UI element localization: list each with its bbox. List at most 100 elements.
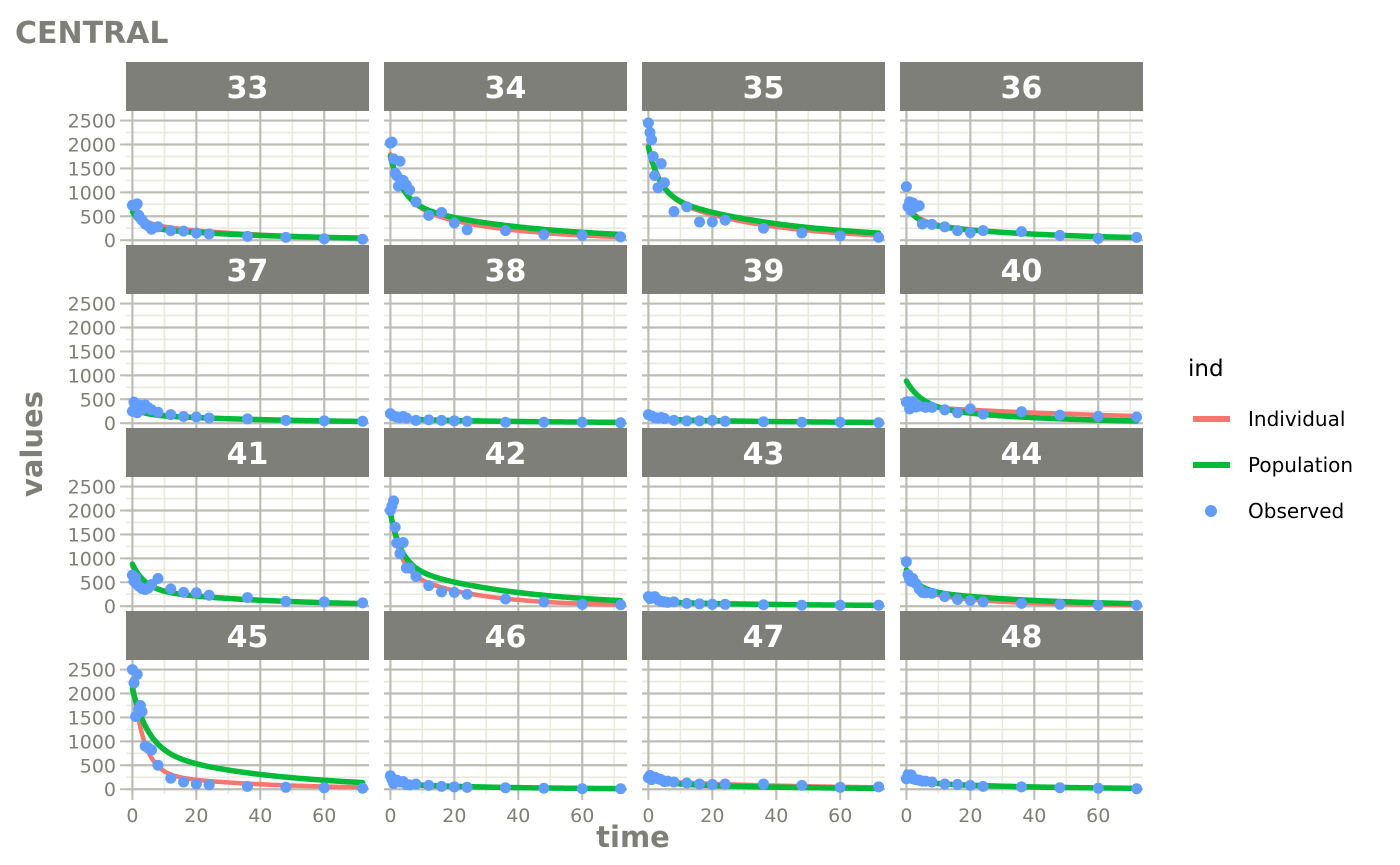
observed-point [576, 416, 588, 428]
x-tick-label: 0 [126, 805, 138, 827]
observed-point [1016, 406, 1027, 418]
facet-panel-43: 43 [642, 428, 885, 611]
observed-point [178, 411, 190, 423]
observed-point [423, 414, 435, 426]
observed-point [834, 781, 846, 793]
observed-point [681, 597, 693, 609]
observed-point [873, 599, 885, 611]
observed-point [461, 224, 473, 236]
y-tick-label: 2500 [68, 477, 116, 499]
x-tick-label: 20 [958, 805, 982, 827]
population-curve [645, 144, 882, 236]
y-tick-label: 500 [80, 755, 116, 777]
observed-point [448, 586, 460, 598]
facet-strip-label: 34 [485, 71, 527, 106]
facet-panel-37: 37 [126, 245, 369, 428]
facet-strip-label: 33 [227, 71, 269, 106]
facet-strip-label: 48 [1001, 620, 1043, 655]
observed-point [242, 592, 253, 604]
panel-grid [384, 660, 627, 794]
observed-point [681, 415, 693, 427]
observed-point [280, 595, 292, 607]
y-tick-label: 0 [104, 230, 116, 252]
observed-point [939, 778, 951, 790]
observed-point [386, 136, 398, 148]
facet-panel-48: 48 [900, 611, 1143, 795]
observed-point [719, 598, 731, 610]
y-tick-label: 0 [104, 413, 116, 435]
observed-point [913, 200, 925, 212]
y-tick-label: 1500 [68, 524, 116, 546]
observed-point [394, 548, 406, 560]
panel-grid [900, 477, 1143, 611]
observed-point [952, 594, 964, 606]
facet-strip [642, 428, 885, 477]
observed-point [1092, 599, 1104, 611]
facet-panel-46: 46 [384, 611, 627, 795]
observed-point [500, 593, 511, 605]
observed-point [615, 417, 627, 429]
y-tick-label: 1500 [68, 341, 116, 363]
facet-strip-label: 36 [1001, 71, 1043, 106]
observed-point [758, 222, 769, 234]
observed-point [190, 778, 202, 790]
observed-point [318, 233, 330, 245]
panel-grid [642, 111, 885, 245]
facet-panel-36: 36 [900, 62, 1143, 245]
observed-point [576, 598, 588, 610]
observed-point [952, 407, 964, 419]
observed-point [242, 230, 253, 242]
observed-point [758, 599, 769, 611]
population-curve [129, 685, 366, 786]
observed-point [646, 134, 658, 146]
observed-point [131, 198, 143, 210]
observed-point [1054, 782, 1066, 794]
facet-strip-label: 43 [743, 437, 785, 472]
observed-point [1092, 411, 1104, 423]
facet-panel-35: 35 [642, 62, 885, 245]
y-tick-label: 0 [104, 779, 116, 801]
observed-point [977, 225, 989, 237]
observed-point [538, 782, 550, 794]
facet-strip [384, 611, 627, 660]
observed-point [900, 556, 912, 568]
observed-point [926, 401, 938, 413]
observed-point [388, 495, 400, 507]
population-curve [387, 510, 624, 604]
observed-point [178, 225, 190, 237]
legend-label-individual: Individual [1248, 407, 1345, 431]
y-tick-label: 2500 [68, 294, 116, 316]
observed-point [926, 218, 938, 230]
observed-point [152, 572, 164, 584]
y-tick-label: 1500 [68, 707, 116, 729]
observed-point [448, 781, 460, 793]
observed-point [719, 214, 731, 226]
observed-point [926, 776, 938, 788]
observed-point [1054, 598, 1066, 610]
observed-point [655, 158, 667, 170]
observed-point [642, 117, 654, 129]
panel-grid [384, 477, 627, 611]
observed-point [410, 414, 422, 426]
observed-point [136, 706, 148, 718]
observed-point [461, 781, 473, 793]
observed-point [146, 744, 158, 756]
observed-point [939, 221, 951, 233]
observed-point [178, 586, 190, 598]
observed-point [152, 759, 164, 771]
facet-strip-label: 46 [485, 620, 527, 655]
y-tick-label: 1000 [68, 365, 116, 387]
observed-point [280, 781, 292, 793]
facet-strip-label: 47 [743, 620, 785, 655]
observed-point [128, 677, 140, 689]
observed-point [436, 414, 448, 426]
observed-point [964, 779, 976, 791]
observed-point [242, 413, 253, 425]
observed-point [668, 776, 680, 788]
facet-strip [126, 428, 369, 477]
x-tick-label: 60 [570, 805, 594, 827]
observed-point [615, 783, 627, 795]
observed-point [719, 778, 731, 790]
observed-point [873, 417, 885, 429]
observed-point [706, 778, 718, 790]
